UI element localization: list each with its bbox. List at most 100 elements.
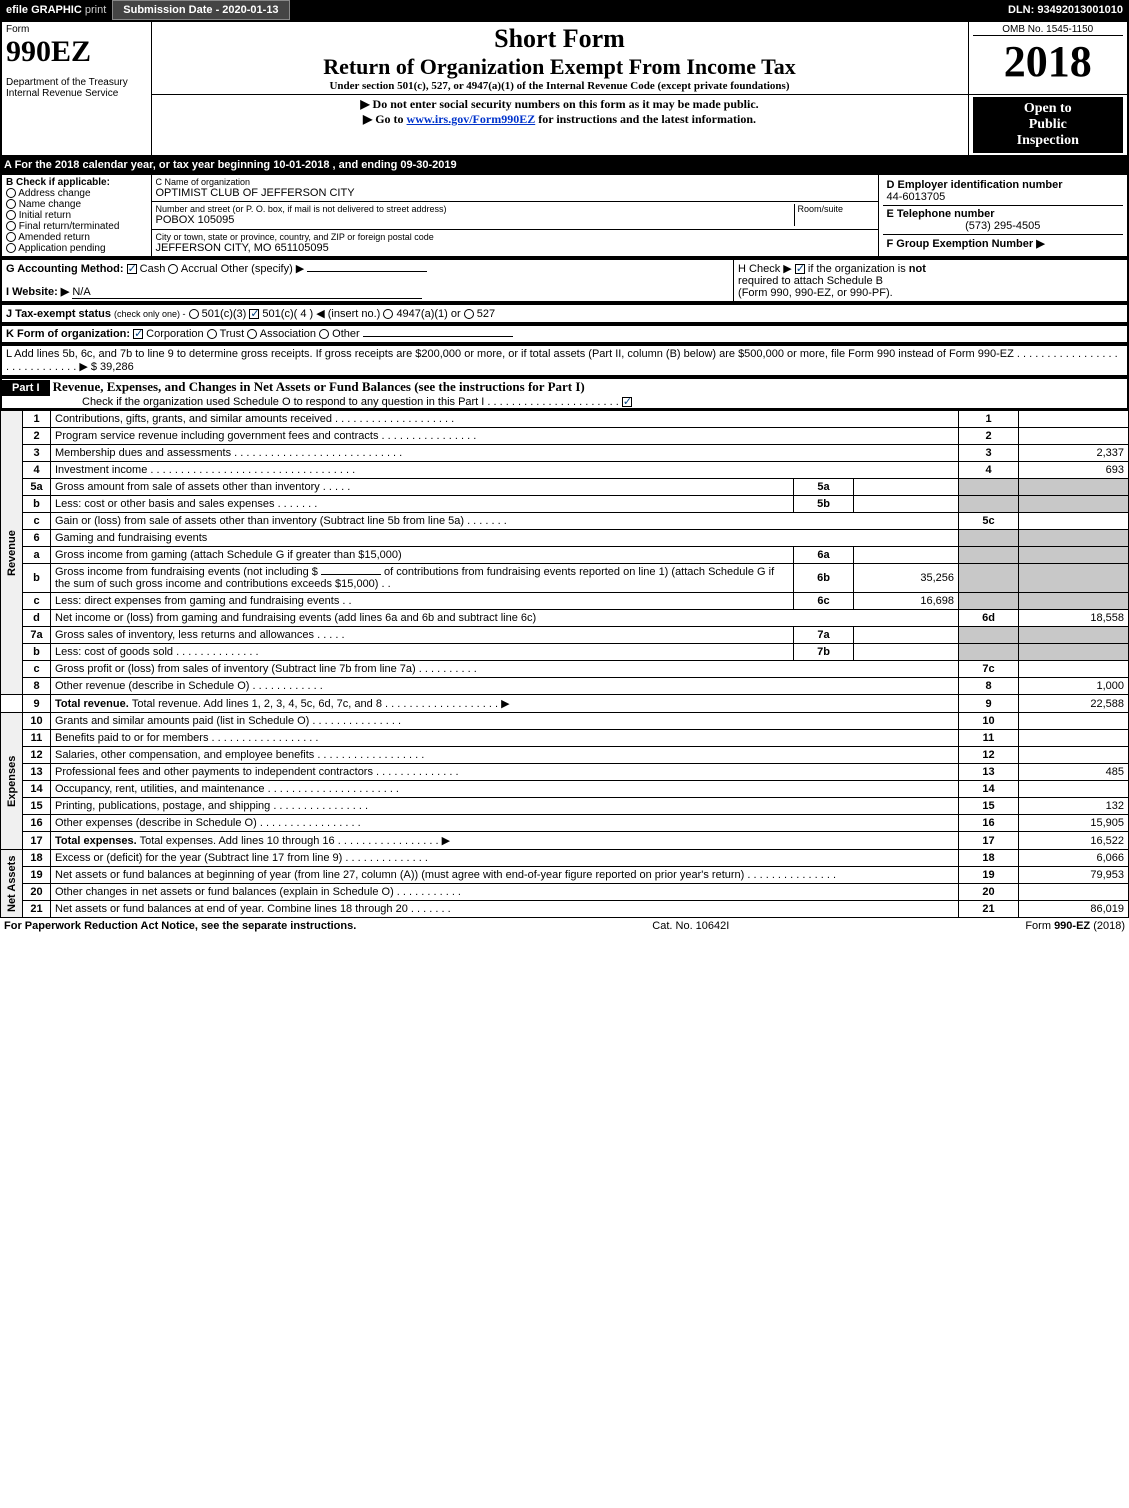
j-note: (check only one) -	[114, 309, 186, 319]
ein-label: D Employer identification number	[887, 179, 1120, 191]
final-return-opt[interactable]: Final return/terminated	[6, 221, 119, 232]
l-amount: 39,286	[100, 361, 134, 373]
expenses-tab: Expenses	[1, 713, 23, 850]
line-6b: b Gross income from fundraising events (…	[1, 564, 1129, 593]
form-id-cell: Form 990EZ Department of the Treasury In…	[1, 21, 151, 156]
line-7c: c Gross profit or (loss) from sales of i…	[1, 661, 1129, 678]
part1-header: Part I Revenue, Expenses, and Changes in…	[0, 377, 1129, 410]
h-line2: required to attach Schedule B	[738, 275, 1123, 287]
line-13: 13 Professional fees and other payments …	[1, 764, 1129, 781]
print-link[interactable]: print	[85, 4, 106, 16]
org-info-block: B Check if applicable: Address change Na…	[0, 173, 1129, 258]
h-cell: H Check ▶ if the organization is not req…	[734, 259, 1128, 302]
line-14: 14 Occupancy, rent, utilities, and maint…	[1, 781, 1129, 798]
j-4947: 4947(a)(1) or	[396, 308, 460, 320]
page-footer: For Paperwork Reduction Act Notice, see …	[0, 918, 1129, 934]
cash-checkbox[interactable]	[127, 264, 137, 274]
initial-return-opt[interactable]: Initial return	[6, 210, 71, 221]
footer-right: Form 990-EZ (2018)	[1025, 920, 1125, 932]
section-b: B Check if applicable: Address change Na…	[1, 174, 151, 257]
k-label: K Form of organization:	[6, 328, 130, 340]
amended-return-opt[interactable]: Amended return	[6, 232, 90, 243]
line-9: 9 Total revenue. Total revenue. Add line…	[1, 695, 1129, 713]
j-label: J Tax-exempt status	[6, 308, 111, 320]
k-cell: K Form of organization: Corporation Trus…	[1, 325, 1128, 343]
group-exempt-label: F Group Exemption Number ▶	[887, 238, 1045, 250]
b-heading: B Check if applicable:	[6, 177, 147, 188]
subtitle: Under section 501(c), 527, or 4947(a)(1)…	[156, 80, 964, 92]
line-6c: c Less: direct expenses from gaming and …	[1, 593, 1129, 610]
j-cell: J Tax-exempt status (check only one) - 5…	[1, 304, 1128, 323]
line-8: 8 Other revenue (describe in Schedule O)…	[1, 678, 1129, 695]
irs-link[interactable]: www.irs.gov/Form990EZ	[407, 112, 536, 126]
other-label: Other (specify) ▶	[221, 263, 305, 275]
form-word: Form	[6, 24, 147, 35]
street-cell: Number and street (or P. O. box, if mail…	[151, 202, 878, 229]
k-trust-radio[interactable]	[207, 329, 217, 339]
j-4947-radio[interactable]	[383, 309, 393, 319]
h-post: if the organization is	[805, 263, 909, 275]
inspection: Inspection	[977, 133, 1120, 149]
line-20: 20 Other changes in net assets or fund b…	[1, 884, 1129, 901]
k-corp-checkbox[interactable]	[133, 329, 143, 339]
section-d-e-f: D Employer identification number 44-6013…	[878, 174, 1128, 257]
public: Public	[977, 117, 1120, 133]
part1-label: Part I	[2, 380, 50, 396]
line-2: 2 Program service revenue including gove…	[1, 428, 1129, 445]
tel-value: (573) 295-4505	[887, 220, 1120, 232]
revenue-tab: Revenue	[1, 411, 23, 695]
j-501c-checkbox[interactable]	[249, 309, 259, 319]
j-527-radio[interactable]	[464, 309, 474, 319]
k-other-input[interactable]	[363, 336, 513, 337]
g-cell: G Accounting Method: Cash Accrual Other …	[1, 259, 734, 302]
j-block: J Tax-exempt status (check only one) - 5…	[0, 303, 1129, 324]
g-label: G Accounting Method:	[6, 263, 124, 275]
line-7a: 7a Gross sales of inventory, less return…	[1, 627, 1129, 644]
part1-title: Revenue, Expenses, and Changes in Net As…	[53, 379, 585, 394]
line-16: 16 Other expenses (describe in Schedule …	[1, 815, 1129, 832]
other-input[interactable]	[307, 271, 427, 272]
department-label: Department of the Treasury Internal Reve…	[6, 77, 147, 99]
j-501c3-radio[interactable]	[189, 309, 199, 319]
c-name-label: C Name of organization	[156, 177, 874, 187]
i-label: I Website: ▶	[6, 286, 69, 298]
k-block: K Form of organization: Corporation Trus…	[0, 324, 1129, 344]
l-text: L Add lines 5b, 6c, and 7b to line 9 to …	[6, 348, 1118, 373]
website-value: N/A	[72, 286, 422, 299]
part1-checkbox[interactable]	[622, 397, 632, 407]
h-checkbox[interactable]	[795, 264, 805, 274]
ein-value: 44-6013705	[887, 191, 1120, 203]
name-change-opt[interactable]: Name change	[6, 199, 81, 210]
line-15: 15 Printing, publications, postage, and …	[1, 798, 1129, 815]
warning-2-pre: ▶ Go to	[363, 112, 407, 126]
h-line3: (Form 990, 990-EZ, or 990-PF).	[738, 287, 1123, 299]
k-assoc: Association	[260, 328, 316, 340]
tax-year: 2018	[973, 36, 1124, 87]
h-not: not	[909, 263, 926, 275]
line-21: 21 Net assets or fund balances at end of…	[1, 901, 1129, 918]
street-value: POBOX 105095	[156, 214, 794, 226]
instructions-cell: ▶ Do not enter social security numbers o…	[151, 95, 968, 157]
top-bar: efile GRAPHIC print Submission Date - 20…	[0, 0, 1129, 20]
k-other-radio[interactable]	[319, 329, 329, 339]
k-assoc-radio[interactable]	[247, 329, 257, 339]
l6b-blank[interactable]	[321, 574, 381, 575]
org-name-cell: C Name of organization OPTIMIST CLUB OF …	[151, 174, 878, 202]
accrual-label: Accrual	[181, 263, 218, 275]
line-3: 3 Membership dues and assessments . . . …	[1, 445, 1129, 462]
k-trust: Trust	[220, 328, 245, 340]
accrual-radio[interactable]	[168, 264, 178, 274]
line-5c: c Gain or (loss) from sale of assets oth…	[1, 513, 1129, 530]
street-label: Number and street (or P. O. box, if mail…	[156, 204, 794, 214]
year-cell: OMB No. 1545-1150 2018	[968, 21, 1128, 95]
period-end: 09-30-2019	[400, 159, 456, 171]
line-1: Revenue 1 Contributions, gifts, grants, …	[1, 411, 1129, 428]
footer-mid: Cat. No. 10642I	[652, 920, 729, 932]
l-cell: L Add lines 5b, 6c, and 7b to line 9 to …	[1, 345, 1128, 376]
addr-change-opt[interactable]: Address change	[6, 188, 91, 199]
line-17: 17 Total expenses. Total expenses. Add l…	[1, 832, 1129, 850]
line-10: Expenses 10 Grants and similar amounts p…	[1, 713, 1129, 730]
period-pre: A For the 2018 calendar year, or tax yea…	[4, 159, 273, 171]
open-to: Open to	[977, 101, 1120, 117]
pending-opt[interactable]: Application pending	[6, 243, 106, 254]
